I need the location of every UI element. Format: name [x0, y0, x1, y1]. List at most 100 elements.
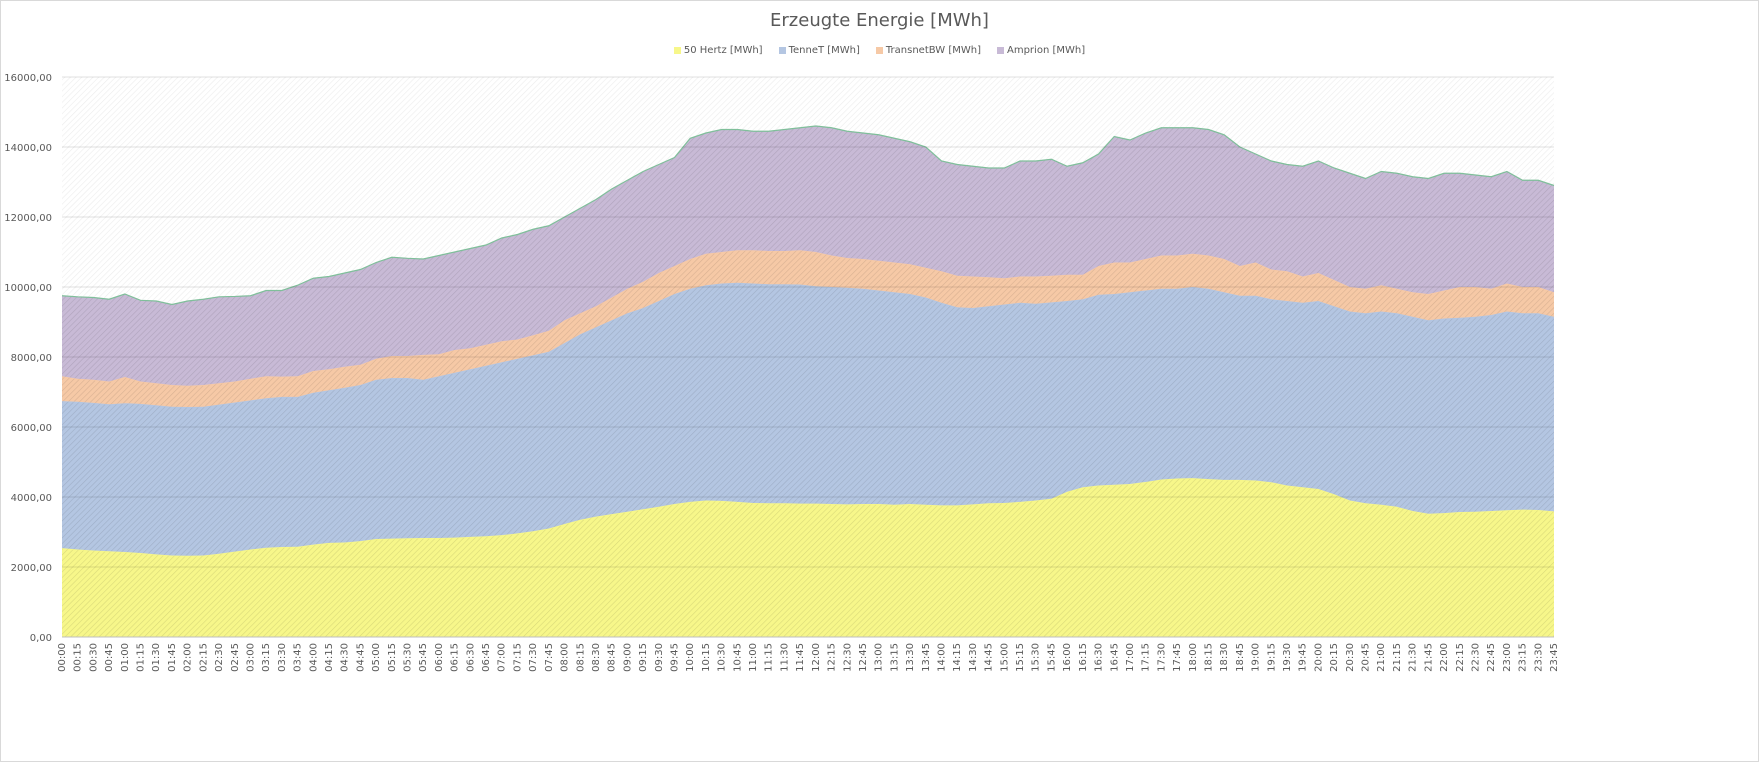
x-tick-label: 12:30	[842, 643, 853, 672]
x-tick-label: 02:15	[198, 643, 209, 672]
x-tick-label: 16:00	[1062, 643, 1073, 672]
x-tick-label: 18:00	[1188, 643, 1199, 672]
x-tick-label: 19:30	[1282, 643, 1293, 672]
x-tick-label: 04:45	[355, 643, 366, 672]
x-tick-label: 11:15	[764, 643, 775, 672]
x-tick-label: 23:15	[1518, 643, 1529, 672]
x-tick-label: 00:15	[73, 643, 84, 672]
x-tick-label: 22:45	[1486, 643, 1497, 672]
y-tick-label: 10000,00	[4, 283, 52, 294]
x-tick-label: 16:45	[1109, 643, 1120, 672]
x-tick-label: 23:45	[1549, 643, 1560, 672]
x-tick-label: 00:30	[88, 643, 99, 672]
legend: 50 Hertz [MWh] TenneT [MWh] TransnetBW [MW…	[0, 45, 1759, 56]
x-tick-label: 05:30	[403, 643, 414, 672]
x-tick-label: 12:00	[811, 643, 822, 672]
x-tick-label: 17:45	[1172, 643, 1183, 672]
x-tick-label: 07:00	[497, 643, 508, 672]
y-tick-label: 0,00	[30, 633, 52, 644]
legend-swatch	[778, 46, 786, 54]
x-tick-label: 09:45	[670, 643, 681, 672]
y-tick-label: 8000,00	[11, 353, 52, 364]
x-tick-label: 02:45	[230, 643, 241, 672]
x-tick-label: 15:45	[1046, 643, 1057, 672]
x-tick-label: 09:30	[654, 643, 665, 672]
x-tick-label: 01:15	[136, 643, 147, 672]
x-tick-label: 22:15	[1455, 643, 1466, 672]
legend-label: TransnetBW [MWh]	[885, 45, 981, 56]
x-tick-label: 16:30	[1094, 643, 1105, 672]
x-tick-label: 08:00	[560, 643, 571, 672]
x-tick-label: 14:45	[984, 643, 995, 672]
x-tick-label: 15:15	[1015, 643, 1026, 672]
x-tick-label: 06:30	[465, 643, 476, 672]
y-tick-label: 14000,00	[4, 143, 52, 154]
x-tick-label: 17:00	[1125, 643, 1136, 672]
x-tick-label: 11:00	[748, 643, 759, 672]
x-tick-label: 15:00	[999, 643, 1010, 672]
x-tick-label: 13:30	[905, 643, 916, 672]
area-hatch-transnetbw	[62, 250, 1554, 408]
x-tick-label: 12:15	[827, 643, 838, 672]
y-tick-label: 6000,00	[11, 423, 52, 434]
legend-swatch	[997, 46, 1004, 54]
x-tick-label: 15:30	[1031, 643, 1042, 672]
x-tick-label: 01:30	[151, 643, 162, 672]
x-tick-label: 11:45	[795, 643, 806, 672]
x-tick-label: 23:30	[1533, 643, 1544, 672]
legend-item: 50 Hertz [MWh]	[673, 45, 763, 56]
x-tick-label: 11:30	[779, 643, 790, 672]
x-tick-label: 08:15	[575, 643, 586, 672]
chart-title: Erzeugte Energie [MWh]	[770, 10, 989, 31]
x-tick-label: 02:00	[183, 643, 194, 672]
x-tick-label: 05:45	[418, 643, 429, 672]
x-tick-label: 21:15	[1392, 643, 1403, 672]
x-tick-label: 22:00	[1439, 643, 1450, 672]
x-tick-label: 01:00	[120, 643, 131, 672]
x-tick-label: 01:45	[167, 643, 178, 672]
x-tick-label: 09:15	[638, 643, 649, 672]
area-hatch-amprion	[62, 126, 1554, 386]
x-tick-label: 03:45	[293, 643, 304, 672]
x-tick-label: 08:45	[607, 643, 618, 672]
x-tick-label: 19:15	[1266, 643, 1277, 672]
x-tick-label: 18:45	[1235, 643, 1246, 672]
x-tick-label: 22:30	[1470, 643, 1481, 672]
x-tick-label: 20:00	[1313, 643, 1324, 672]
legend-swatch	[673, 46, 681, 54]
x-tick-label: 00:00	[57, 643, 68, 672]
x-tick-label: 07:45	[544, 643, 555, 672]
x-tick-label: 12:45	[858, 643, 869, 672]
x-tick-label: 10:30	[717, 643, 728, 672]
x-tick-label: 21:00	[1376, 643, 1387, 672]
x-tick-label: 17:30	[1156, 643, 1167, 672]
x-tick-label: 06:15	[450, 643, 461, 672]
x-tick-label: 10:15	[701, 643, 712, 672]
x-tick-label: 03:30	[277, 643, 288, 672]
legend-swatch	[875, 46, 883, 54]
y-tick-label: 16000,00	[4, 73, 52, 84]
x-tick-label: 20:30	[1345, 643, 1356, 672]
x-tick-label: 03:00	[245, 643, 256, 672]
x-tick-label: 05:15	[387, 643, 398, 672]
legend-item: TenneT [MWh]	[778, 45, 860, 56]
x-tick-label: 18:15	[1203, 643, 1214, 672]
x-tick-label: 06:45	[481, 643, 492, 672]
x-tick-label: 13:15	[889, 643, 900, 672]
x-tick-label: 17:15	[1141, 643, 1152, 672]
area-hatch-tennet	[62, 282, 1554, 556]
x-tick-label: 16:15	[1078, 643, 1089, 672]
x-tick-label: 20:45	[1361, 643, 1372, 672]
x-tick-label: 00:45	[104, 643, 115, 672]
x-tick-label: 10:45	[732, 643, 743, 672]
y-tick-label: 12000,00	[4, 213, 52, 224]
x-tick-label: 04:00	[308, 643, 319, 672]
x-tick-label: 08:30	[591, 643, 602, 672]
legend-item: TransnetBW [MWh]	[875, 45, 981, 56]
x-tick-label: 14:00	[936, 643, 947, 672]
area-hatch-50-hertz	[62, 478, 1554, 637]
x-tick-label: 10:00	[685, 643, 696, 672]
legend-label: 50 Hertz [MWh]	[683, 45, 763, 56]
x-tick-label: 14:15	[952, 643, 963, 672]
